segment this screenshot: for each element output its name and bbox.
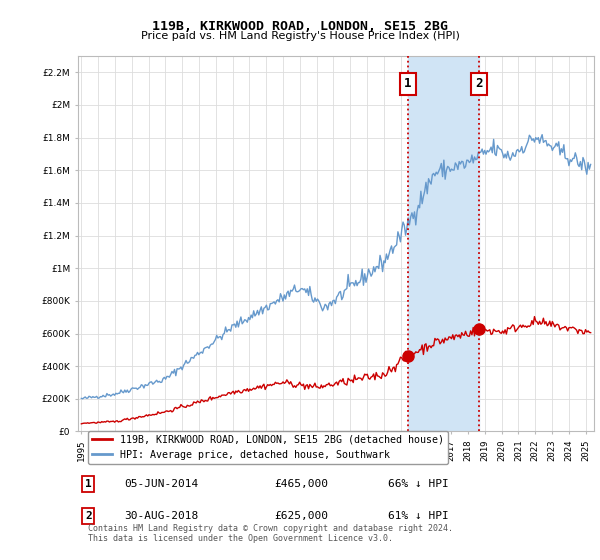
Text: 2: 2 — [85, 511, 92, 521]
Legend: 119B, KIRKWOOD ROAD, LONDON, SE15 2BG (detached house), HPI: Average price, deta: 119B, KIRKWOOD ROAD, LONDON, SE15 2BG (d… — [88, 431, 448, 464]
Text: Price paid vs. HM Land Registry's House Price Index (HPI): Price paid vs. HM Land Registry's House … — [140, 31, 460, 41]
Text: 1: 1 — [85, 479, 92, 489]
Text: Contains HM Land Registry data © Crown copyright and database right 2024.
This d: Contains HM Land Registry data © Crown c… — [88, 524, 454, 543]
Bar — [408, 56, 479, 431]
Text: 66% ↓ HPI: 66% ↓ HPI — [388, 479, 448, 489]
Text: 1: 1 — [404, 77, 412, 90]
Text: 119B, KIRKWOOD ROAD, LONDON, SE15 2BG: 119B, KIRKWOOD ROAD, LONDON, SE15 2BG — [152, 20, 448, 32]
Text: 05-JUN-2014: 05-JUN-2014 — [124, 479, 199, 489]
Text: 2: 2 — [475, 77, 483, 90]
Text: £465,000: £465,000 — [274, 479, 328, 489]
Text: 30-AUG-2018: 30-AUG-2018 — [124, 511, 199, 521]
Text: £625,000: £625,000 — [274, 511, 328, 521]
Text: 61% ↓ HPI: 61% ↓ HPI — [388, 511, 448, 521]
